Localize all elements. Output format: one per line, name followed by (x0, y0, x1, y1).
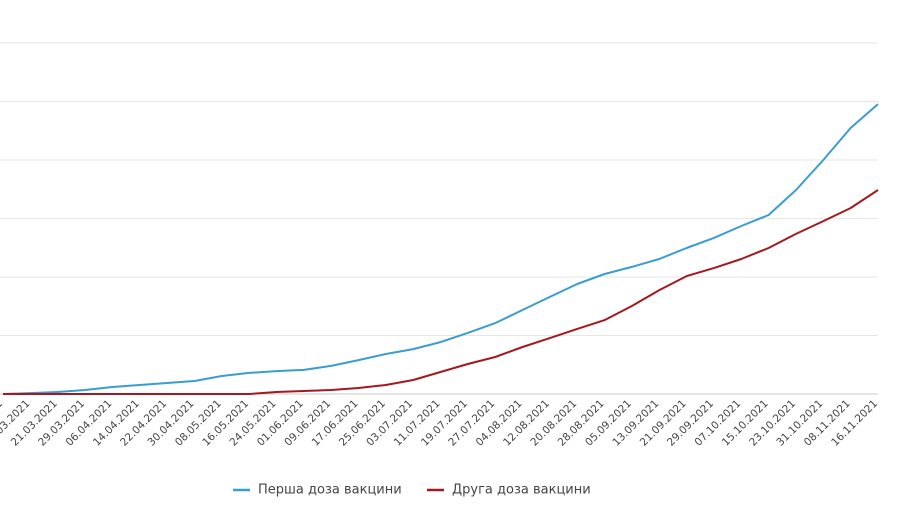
series-line (3, 189, 879, 395)
series-line (2, 103, 879, 395)
legend-label: Друга доза вакцини (452, 483, 591, 498)
legend-label: Перша доза вакцини (258, 483, 402, 498)
